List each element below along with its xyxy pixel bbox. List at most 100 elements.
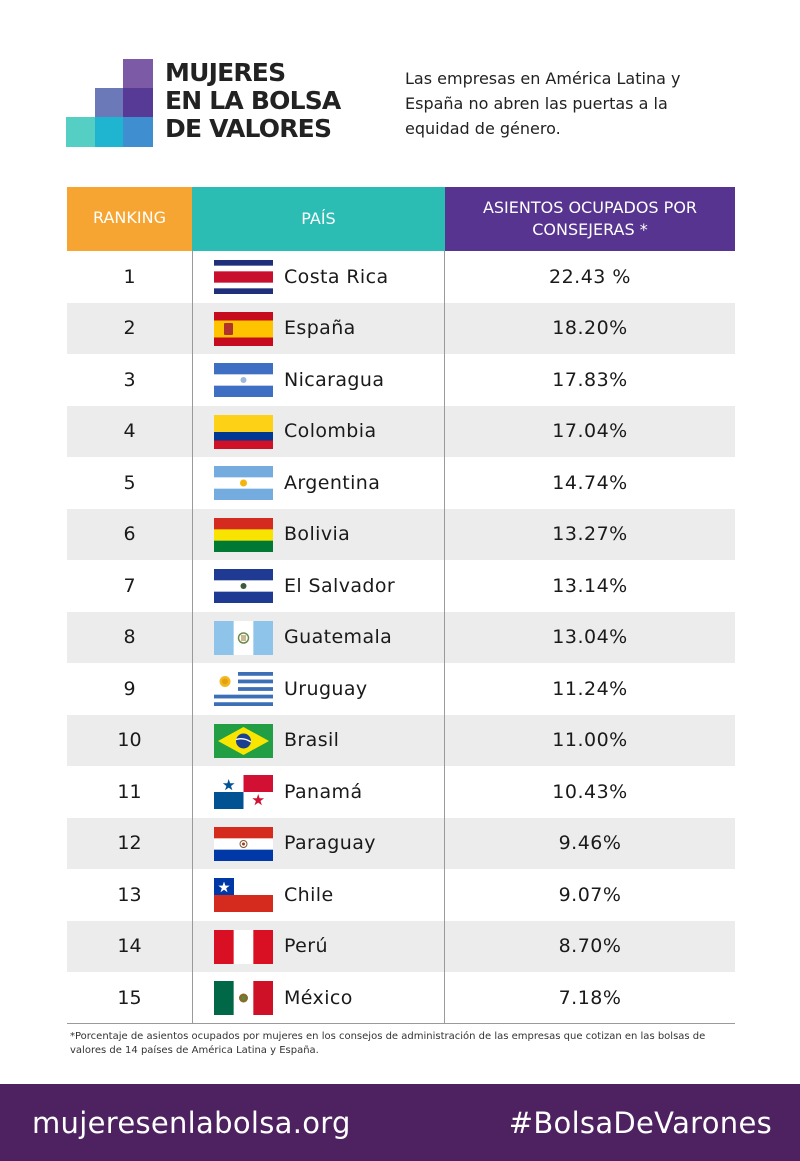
table-row: 7 El Salvador 13.14% bbox=[67, 560, 735, 612]
table-row: 1 Costa Rica 22.43 % bbox=[67, 251, 735, 303]
country-name: Colombia bbox=[284, 420, 377, 443]
spain-flag-icon bbox=[214, 311, 273, 346]
rank-cell: 15 bbox=[117, 986, 142, 1009]
bolivia-flag-icon bbox=[214, 517, 273, 552]
rank-cell: 1 bbox=[123, 265, 136, 288]
paraguay-flag-icon bbox=[214, 826, 273, 861]
argentina-flag-icon bbox=[214, 466, 273, 500]
rank-cell: 7 bbox=[123, 574, 136, 597]
rank-cell: 8 bbox=[123, 626, 136, 649]
column-divider bbox=[444, 251, 445, 1023]
peru-flag-icon bbox=[214, 929, 273, 964]
footer-bar: mujeresenlabolsa.org #BolsaDeVarones bbox=[0, 1084, 800, 1161]
table-row: 15 México 7.18% bbox=[67, 972, 735, 1024]
rank-cell: 11 bbox=[117, 780, 142, 803]
country-name: Brasil bbox=[284, 729, 340, 752]
rank-cell: 3 bbox=[123, 368, 136, 391]
intro-text: Las empresas en América Latina y España … bbox=[405, 69, 681, 138]
country-cell: Panamá bbox=[192, 766, 445, 818]
country-cell: Bolivia bbox=[192, 509, 445, 561]
el-salvador-flag-icon bbox=[214, 569, 273, 603]
seats-percentage: 7.18% bbox=[558, 986, 622, 1009]
table-row: 3 Nicaragua 17.83% bbox=[67, 354, 735, 406]
rank-cell: 12 bbox=[117, 832, 142, 855]
guatemala-flag-icon bbox=[214, 620, 273, 655]
rank-cell: 5 bbox=[123, 471, 136, 494]
country-cell: Colombia bbox=[192, 406, 445, 458]
rank-cell: 10 bbox=[117, 729, 142, 752]
brazil-flag-icon bbox=[214, 723, 273, 758]
panama-flag-icon bbox=[214, 775, 273, 809]
logo-mark-icon bbox=[66, 59, 154, 147]
column-header-seats: ASIENTOS OCUPADOS POR CONSEJERAS * bbox=[445, 187, 735, 251]
column-divider bbox=[192, 251, 193, 1023]
table-row: 13 Chile 9.07% bbox=[67, 869, 735, 921]
rank-cell: 13 bbox=[117, 883, 142, 906]
logo-line-1: MUJERES bbox=[165, 58, 286, 87]
footnote: *Porcentaje de asientos ocupados por muj… bbox=[70, 1031, 706, 1056]
costa-rica-flag-icon bbox=[214, 260, 273, 294]
seats-percentage: 17.83% bbox=[552, 368, 628, 391]
table-row: 9 Uruguay 11.24% bbox=[67, 663, 735, 715]
country-cell: Brasil bbox=[192, 715, 445, 767]
seats-percentage: 18.20% bbox=[552, 317, 628, 340]
rank-cell: 2 bbox=[123, 317, 136, 340]
table-body: 1 Costa Rica 22.43 % 2 España 18.20% 3 Nicaragu… bbox=[67, 251, 735, 1024]
country-cell: México bbox=[192, 972, 445, 1024]
table-header: RANKING PAÍS ASIENTOS OCUPADOS POR CONSE… bbox=[67, 187, 735, 251]
table-row: 2 España 18.20% bbox=[67, 302, 735, 355]
country-name: Chile bbox=[284, 883, 334, 906]
country-name: Uruguay bbox=[284, 677, 368, 700]
ranking-table: RANKING PAÍS ASIENTOS OCUPADOS POR CONSE… bbox=[67, 187, 735, 1024]
country-name: Nicaragua bbox=[284, 368, 385, 391]
rank-cell: 6 bbox=[123, 523, 136, 546]
table-row: 14 Perú 8.70% bbox=[67, 920, 735, 973]
website-link[interactable]: mujeresenlabolsa.org bbox=[32, 1105, 351, 1140]
table-row: 5 Argentina 14.74% bbox=[67, 457, 735, 509]
country-cell: El Salvador bbox=[192, 560, 445, 612]
country-name: Panamá bbox=[284, 780, 363, 803]
rank-cell: 9 bbox=[123, 677, 136, 700]
seats-percentage: 22.43 % bbox=[549, 265, 631, 288]
country-name: Argentina bbox=[284, 471, 381, 494]
table-bottom-rule bbox=[67, 1023, 735, 1024]
country-name: El Salvador bbox=[284, 574, 396, 597]
uruguay-flag-icon bbox=[214, 672, 273, 706]
country-name: Guatemala bbox=[284, 626, 393, 649]
table-row: 10 Brasil 11.00% bbox=[67, 714, 735, 767]
hashtag: #BolsaDeVarones bbox=[508, 1105, 772, 1140]
chile-flag-icon bbox=[214, 878, 273, 912]
seats-percentage: 13.14% bbox=[552, 574, 628, 597]
seats-percentage: 14.74% bbox=[552, 471, 628, 494]
table-row: 6 Bolivia 13.27% bbox=[67, 508, 735, 561]
table-row: 12 Paraguay 9.46% bbox=[67, 817, 735, 870]
country-name: México bbox=[284, 986, 353, 1009]
country-cell: Argentina bbox=[192, 457, 445, 509]
country-cell: Guatemala bbox=[192, 612, 445, 664]
country-cell: España bbox=[192, 303, 445, 355]
logo-line-3: DE VALORES bbox=[165, 114, 332, 143]
nicaragua-flag-icon bbox=[214, 363, 273, 397]
seats-percentage: 9.46% bbox=[558, 832, 622, 855]
country-cell: Perú bbox=[192, 921, 445, 973]
rank-cell: 4 bbox=[123, 420, 136, 443]
table-row: 4 Colombia 17.04% bbox=[67, 405, 735, 458]
mexico-flag-icon bbox=[214, 981, 273, 1015]
logo-line-2: EN LA BOLSA bbox=[165, 86, 341, 115]
table-row: 8 Guatemala 13.04% bbox=[67, 611, 735, 664]
colombia-flag-icon bbox=[214, 414, 273, 449]
country-cell: Uruguay bbox=[192, 663, 445, 715]
rank-cell: 14 bbox=[117, 935, 142, 958]
seats-percentage: 11.00% bbox=[552, 729, 628, 752]
seats-percentage: 10.43% bbox=[552, 780, 628, 803]
country-cell: Chile bbox=[192, 869, 445, 921]
country-name: Paraguay bbox=[284, 832, 376, 855]
logo-wordmark: MUJERES EN LA BOLSA DE VALORES bbox=[165, 59, 365, 143]
seats-percentage: 8.70% bbox=[558, 935, 622, 958]
country-cell: Paraguay bbox=[192, 818, 445, 870]
country-name: Perú bbox=[284, 935, 328, 958]
column-header-ranking: RANKING bbox=[67, 187, 192, 251]
country-cell: Nicaragua bbox=[192, 354, 445, 406]
seats-percentage: 11.24% bbox=[552, 677, 628, 700]
seats-percentage: 17.04% bbox=[552, 420, 628, 443]
